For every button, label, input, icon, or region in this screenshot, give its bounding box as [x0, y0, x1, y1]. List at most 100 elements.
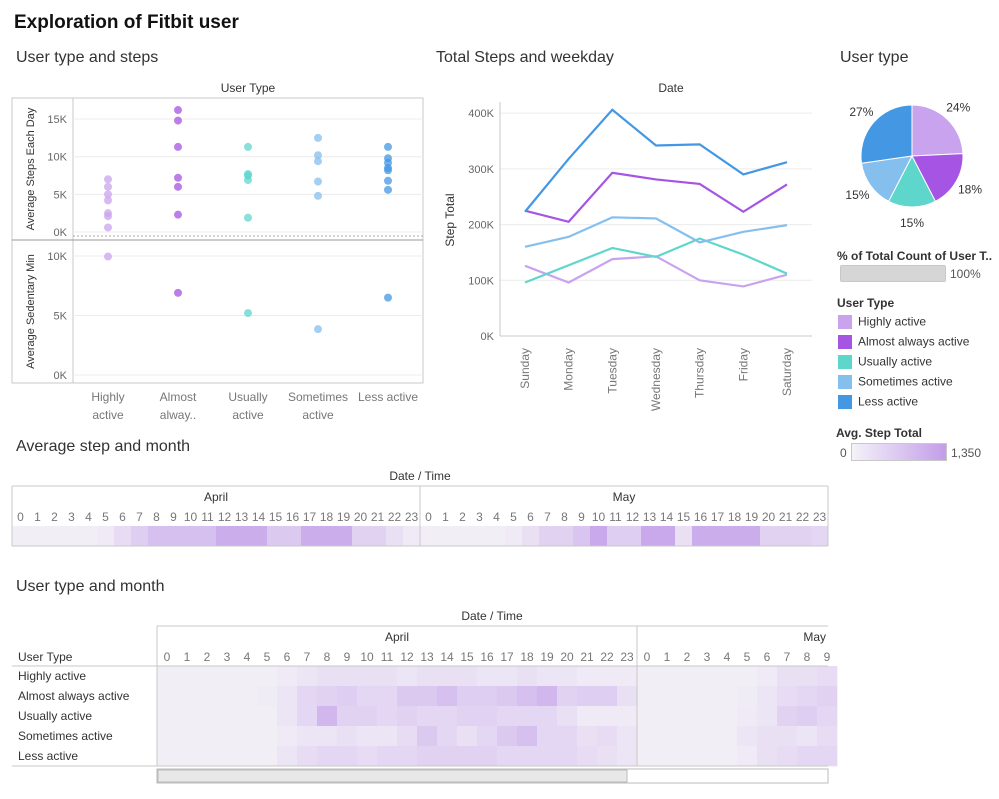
y-tick-label: 100K: [468, 275, 494, 287]
heat-cell: [437, 686, 458, 707]
pie-slice: [911, 153, 964, 203]
heat-cell: [617, 706, 638, 727]
heat-cell: [216, 526, 234, 546]
heat-cell: [457, 726, 478, 747]
hour-label: 16: [480, 650, 494, 664]
heat-cell: [697, 686, 718, 707]
heat-cell: [497, 746, 518, 767]
hour-label: 9: [344, 650, 351, 664]
heat-cell: [737, 706, 758, 727]
heat-cell: [197, 666, 218, 687]
hour-label: 6: [284, 650, 291, 664]
legend-item-usually-active[interactable]: Usually active: [838, 354, 932, 370]
heat-cell: [757, 706, 778, 727]
heat-cell: [457, 666, 478, 687]
scatter-point: [244, 213, 252, 222]
heat-cell: [197, 686, 218, 707]
pie-slice: [887, 154, 937, 208]
row-label: Usually active: [18, 709, 92, 723]
series-line: [524, 171, 788, 224]
heat-cell: [597, 746, 618, 767]
heat-cell: [517, 726, 538, 747]
hour-label: 17: [303, 510, 317, 524]
hour-label: 8: [153, 510, 160, 524]
heat-cell: [537, 666, 558, 687]
heat-cell: [657, 666, 678, 687]
y-tick-label: 15K: [47, 114, 67, 126]
heat-cell: [377, 726, 398, 747]
h-scrollbar-thumb[interactable]: [157, 769, 628, 783]
weekday-line-chart: Date 0K 100K 200K 300K 400K Step Total Sunday Mo…: [443, 81, 812, 411]
legend-item-highly-active[interactable]: Highly active: [838, 314, 926, 330]
heat-cell: [637, 666, 658, 687]
heat-cell: [797, 686, 818, 707]
heat-cell: [577, 666, 598, 687]
pie-slice-label: 27%: [849, 105, 873, 119]
legend-item-less-active[interactable]: Less active: [838, 394, 918, 410]
heat-cell: [497, 726, 518, 747]
heat-cell: [517, 666, 538, 687]
hour-label: 20: [762, 510, 776, 524]
hour-label: 8: [804, 650, 811, 664]
heatmap-header: Date / Time: [461, 609, 523, 623]
heat-cell: [357, 746, 378, 767]
month-label: April: [385, 630, 409, 644]
heat-cell: [277, 726, 298, 747]
y-tick-label: 0K: [54, 227, 68, 239]
heat-cell: [657, 726, 678, 747]
heat-cell: [177, 686, 198, 707]
heat-cell: [717, 686, 738, 707]
heat-cell: [454, 526, 472, 546]
hour-label: 2: [204, 650, 211, 664]
hour-label: 9: [824, 650, 831, 664]
hour-label: 1: [442, 510, 449, 524]
heat-cell: [337, 706, 358, 727]
heat-cell: [182, 526, 200, 546]
heat-cell: [597, 726, 618, 747]
scatter-point: [244, 142, 252, 151]
hour-label: 12: [218, 510, 232, 524]
heat-cell: [177, 666, 198, 687]
pie-slice: [860, 104, 913, 164]
legend-item-almost-always-active[interactable]: Almost always active: [838, 334, 969, 350]
hour-label: 7: [304, 650, 311, 664]
hour-label: 17: [711, 510, 725, 524]
heat-cell: [641, 526, 659, 546]
legend-item-sometimes-active[interactable]: Sometimes active: [838, 374, 953, 390]
series-line: [524, 237, 788, 284]
heat-cell: [352, 526, 370, 546]
y-tick-label: 10K: [47, 152, 67, 164]
y-tick-label: 200K: [468, 220, 494, 232]
heat-cell: [477, 726, 498, 747]
heat-cell: [377, 666, 398, 687]
hour-label: 9: [170, 510, 177, 524]
x-category-label: Wednesday: [649, 348, 663, 411]
heat-cell: [477, 666, 498, 687]
heat-cell: [557, 666, 578, 687]
heat-cell: [199, 526, 217, 546]
heat-cell: [277, 686, 298, 707]
heat-cell: [517, 746, 538, 767]
scatter-point: [104, 182, 112, 191]
heat-cell: [617, 686, 638, 707]
pct-legend-fill: [841, 266, 945, 281]
heat-cell: [817, 686, 838, 707]
heatmap2-section-title: User type and month: [16, 578, 165, 595]
heat-cell: [237, 686, 258, 707]
heat-cell: [557, 746, 578, 767]
heat-cell: [297, 746, 318, 767]
series-line: [524, 255, 788, 288]
heat-cell: [267, 526, 285, 546]
hour-label: 20: [354, 510, 368, 524]
heat-cell: [777, 706, 798, 727]
heat-cell: [607, 526, 625, 546]
hour-label: 22: [600, 650, 614, 664]
hour-label: 23: [813, 510, 827, 524]
heat-cell: [537, 686, 558, 707]
heat-cell: [817, 666, 838, 687]
hour-label: 1: [34, 510, 41, 524]
heat-cell: [590, 526, 608, 546]
heat-cell: [337, 746, 358, 767]
heat-cell: [197, 746, 218, 767]
heat-cell: [257, 726, 278, 747]
